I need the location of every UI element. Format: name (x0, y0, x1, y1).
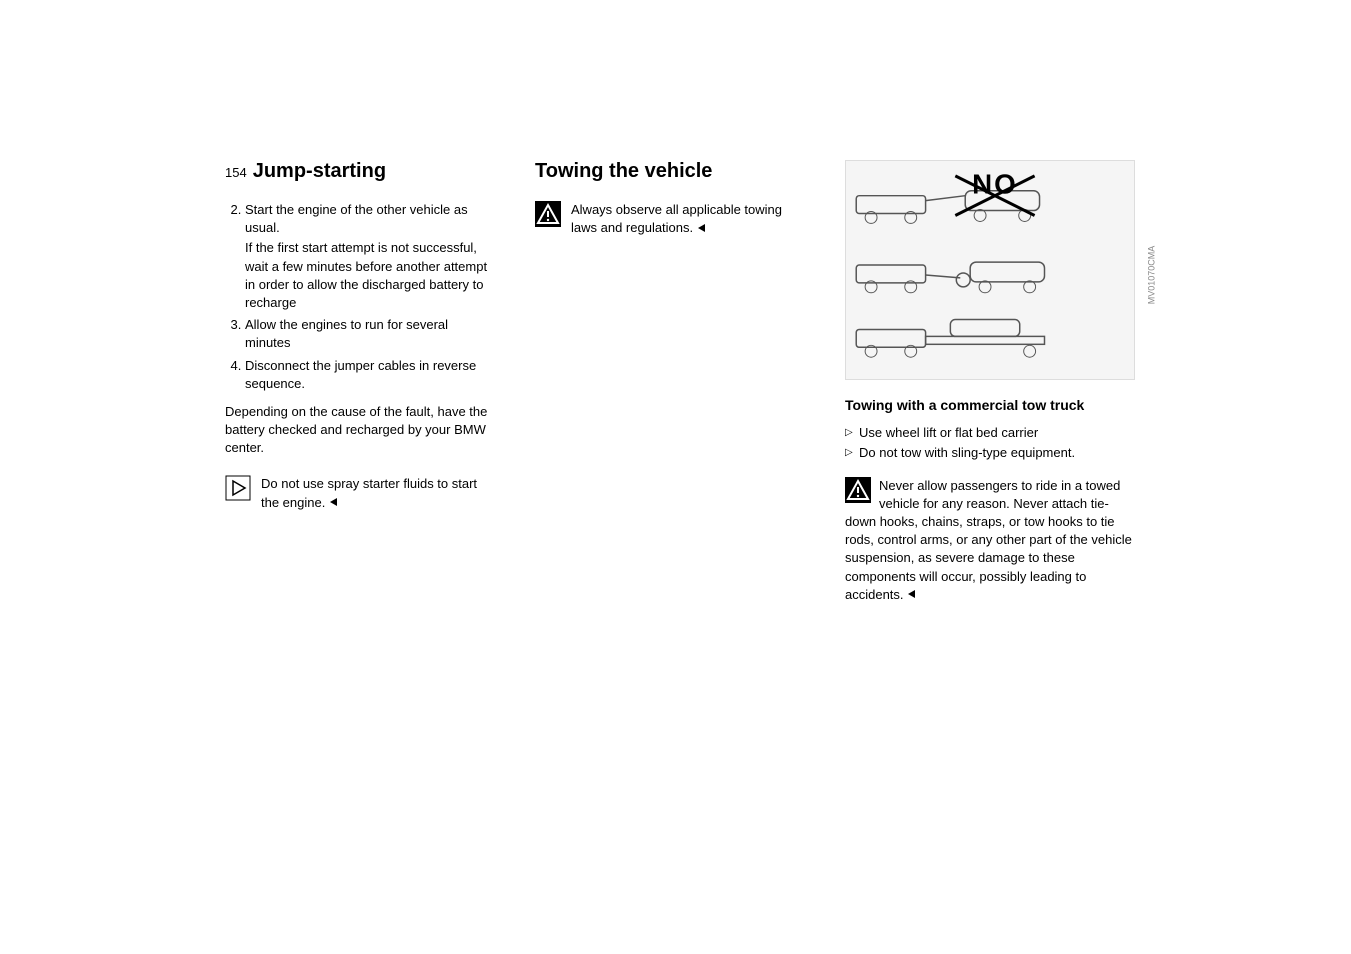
mid-heading: Towing the vehicle (535, 160, 712, 183)
bullet-list: Use wheel lift or flat bed carrier Do no… (845, 424, 1135, 462)
followup-text: Depending on the cause of the fault, hav… (225, 403, 495, 458)
step-2: Start the engine of the other vehicle as… (245, 201, 495, 312)
step-2-text: Start the engine of the other vehicle as… (245, 202, 468, 235)
towing-figure: NO (845, 160, 1135, 380)
step-2-sub: If the first start attempt is not succes… (245, 239, 495, 312)
right-column: NO (845, 160, 1135, 604)
passenger-warning-block: Never allow passengers to ride in a towe… (845, 477, 1135, 605)
left-column: 154 Jump-starting Start the engine of th… (225, 160, 495, 604)
right-subheading: Towing with a commercial tow truck (845, 396, 1135, 414)
mid-heading-row: Towing the vehicle (535, 160, 805, 183)
left-heading: Jump-starting (253, 160, 386, 183)
bullet-2: Do not tow with sling-type equipment. (845, 444, 1135, 462)
caution-arrow-icon (225, 475, 251, 501)
towing-warning-text-wrap: Always observe all applicable towing law… (571, 201, 805, 238)
step-3-text: Allow the engines to run for several min… (245, 317, 448, 350)
towing-warning-block: Always observe all applicable towing law… (535, 201, 805, 238)
page-content: 154 Jump-starting Start the engine of th… (225, 160, 1126, 604)
warning-triangle-icon (535, 201, 561, 227)
end-triangle-icon-2 (697, 220, 707, 238)
middle-column: Towing the vehicle Always observe all ap… (535, 160, 805, 604)
warning-triangle-icon-2 (845, 477, 871, 503)
bullet-1: Use wheel lift or flat bed carrier (845, 424, 1135, 442)
step-4-text: Disconnect the jumper cables in reverse … (245, 358, 476, 391)
caution-text: Do not use spray starter fluids to start… (261, 476, 477, 509)
caution-text-wrap: Do not use spray starter fluids to start… (261, 475, 495, 512)
towing-diagram-svg: NO (846, 161, 1134, 379)
step-3: Allow the engines to run for several min… (245, 316, 495, 352)
page-number: 154 (225, 165, 247, 180)
heading-row: 154 Jump-starting (225, 160, 495, 183)
steps-list: Start the engine of the other vehicle as… (225, 201, 495, 393)
towing-warning-text: Always observe all applicable towing law… (571, 202, 782, 235)
end-triangle-icon-3 (907, 586, 917, 604)
passenger-warning-text: Never allow passengers to ride in a towe… (845, 478, 1132, 602)
step-4: Disconnect the jumper cables in reverse … (245, 357, 495, 393)
figure-label: MV01070CMA (1147, 246, 1157, 305)
caution-block: Do not use spray starter fluids to start… (225, 475, 495, 512)
end-triangle-icon (329, 494, 339, 512)
